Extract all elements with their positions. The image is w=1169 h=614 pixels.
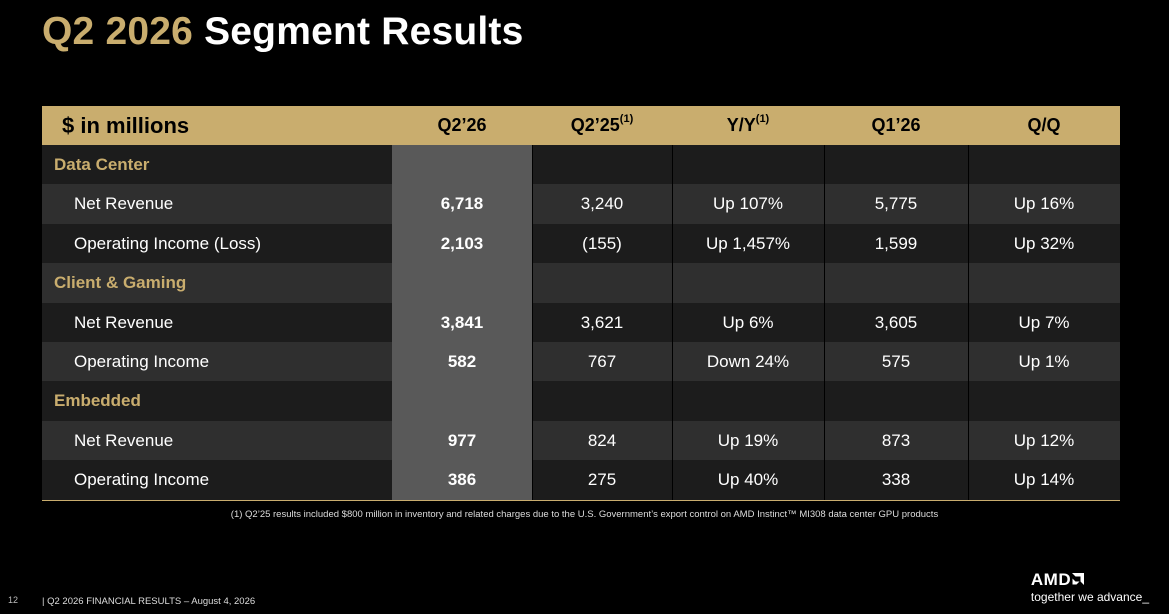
column-separator xyxy=(824,145,825,500)
highlight-cell xyxy=(392,263,532,303)
column-separator xyxy=(672,145,673,500)
cell-qq: Up 1% xyxy=(1018,351,1070,371)
table-row: Net Revenue 6,718 3,240 Up 107% 5,775 Up… xyxy=(42,184,1120,224)
row-label: Operating Income xyxy=(74,470,210,490)
cell-yy: Up 19% xyxy=(717,430,779,450)
cell-q2-25: (155) xyxy=(582,233,622,253)
section-label: Data Center xyxy=(54,155,150,174)
section-label: Embedded xyxy=(54,391,141,411)
segment-results-table: $ in millions Q2’26 Q2’25(1) Y/Y(1) Q1’2… xyxy=(42,106,1120,501)
header-col-q1-26: Q1’26 xyxy=(871,115,921,135)
cell-qq: Up 12% xyxy=(1013,430,1075,450)
section-row: Client & Gaming xyxy=(42,263,1120,303)
footnote: (1) Q2’25 results included $800 million … xyxy=(230,509,939,520)
table-header: $ in millions Q2’26 Q2’25(1) Y/Y(1) Q1’2… xyxy=(42,106,1120,145)
cell-q2-25: 3,240 xyxy=(580,194,624,214)
cell-yy: Up 40% xyxy=(717,470,779,490)
table-row: Operating Income (Loss) 2,103 (155) Up 1… xyxy=(42,223,1120,264)
table-row: Net Revenue 3,841 3,621 Up 6% 3,605 Up 7… xyxy=(42,302,1120,342)
header-col-yy: Y/Y(1) xyxy=(726,113,770,135)
page-number: 12 xyxy=(8,595,19,605)
cell-q2-26: 386 xyxy=(392,460,532,500)
cell-q2-25: 3,621 xyxy=(580,312,624,332)
cell-yy: Down 24% xyxy=(706,351,790,371)
highlight-cell xyxy=(392,381,532,421)
section-row: Data Center xyxy=(42,145,1120,185)
cell-q1-26: 873 xyxy=(881,430,911,450)
logo-wordmark: AMD xyxy=(1031,570,1149,590)
logo-tagline: together we advance_ xyxy=(1030,590,1149,604)
table-row: Operating Income 386 275 Up 40% 338 Up 1… xyxy=(42,460,1120,500)
title-highlight: Q2 2026 xyxy=(42,10,194,53)
cell-q2-25: 767 xyxy=(587,351,617,371)
header-col-q2-26: Q2’26 xyxy=(437,115,487,135)
row-label: Net Revenue xyxy=(74,430,174,450)
cell-qq: Up 32% xyxy=(1013,233,1075,253)
row-label: Net Revenue xyxy=(74,312,174,332)
cell-q2-26: 3,841 xyxy=(392,302,532,342)
footer-text: | Q2 2026 FINANCIAL RESULTS – August 4, … xyxy=(42,596,256,607)
header-col-q2-25: Q2’25(1) xyxy=(570,113,634,135)
row-label: Net Revenue xyxy=(74,194,174,214)
table-row: Operating Income 582 767 Down 24% 575 Up… xyxy=(42,341,1120,382)
title-rest: Segment Results xyxy=(204,10,524,53)
cell-yy: Up 6% xyxy=(722,312,774,332)
cell-q1-26: 338 xyxy=(881,470,911,490)
highlight-cell xyxy=(392,145,532,185)
amd-arrow-icon xyxy=(1072,573,1085,585)
cell-q2-25: 824 xyxy=(587,430,617,450)
column-separator xyxy=(532,145,533,500)
cell-q1-26: 3,605 xyxy=(874,312,918,332)
row-label: Operating Income (Loss) xyxy=(74,233,262,253)
row-label: Operating Income xyxy=(74,351,210,371)
amd-logo: AMD together we advance_ xyxy=(1031,570,1149,604)
cell-q1-26: 1,599 xyxy=(874,233,918,253)
section-row: Embedded xyxy=(42,381,1120,421)
cell-qq: Up 7% xyxy=(1018,312,1070,332)
column-separator xyxy=(968,145,969,500)
cell-q2-26: 582 xyxy=(392,341,532,382)
section-label: Client & Gaming xyxy=(54,273,187,293)
cell-q2-25: 275 xyxy=(587,470,617,490)
cell-q2-26: 6,718 xyxy=(392,184,532,224)
cell-q1-26: 575 xyxy=(881,351,911,371)
cell-qq: Up 14% xyxy=(1013,470,1075,490)
cell-yy: Up 107% xyxy=(713,194,783,214)
cell-q2-26: 2,103 xyxy=(392,223,532,264)
page-title: Q2 2026 Segment Results xyxy=(42,10,524,54)
cell-qq: Up 16% xyxy=(1013,194,1075,214)
cell-q1-26: 5,775 xyxy=(874,194,918,214)
cell-yy: Up 1,457% xyxy=(705,233,791,253)
table-row: Net Revenue 977 824 Up 19% 873 Up 12% xyxy=(42,420,1120,461)
table-bottom-divider xyxy=(42,499,1120,501)
header-units-label: $ in millions xyxy=(62,113,190,138)
header-col-qq: Q/Q xyxy=(1027,115,1061,135)
cell-q2-26: 977 xyxy=(392,420,532,461)
